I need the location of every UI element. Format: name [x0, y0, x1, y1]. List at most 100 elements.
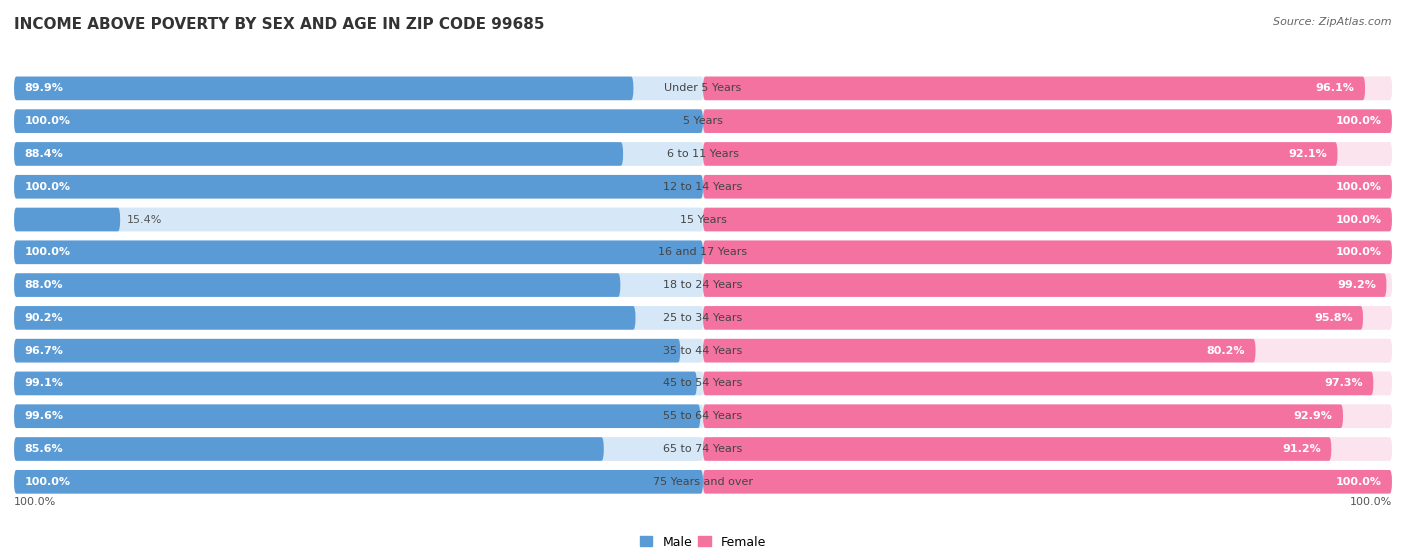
Text: 99.2%: 99.2% — [1337, 280, 1376, 290]
FancyBboxPatch shape — [703, 77, 1365, 100]
Text: 100.0%: 100.0% — [1336, 182, 1382, 192]
FancyBboxPatch shape — [14, 372, 1392, 395]
Text: 92.1%: 92.1% — [1288, 149, 1327, 159]
FancyBboxPatch shape — [14, 175, 703, 198]
FancyBboxPatch shape — [14, 142, 623, 166]
FancyBboxPatch shape — [703, 339, 1392, 362]
FancyBboxPatch shape — [14, 437, 703, 461]
Text: 12 to 14 Years: 12 to 14 Years — [664, 182, 742, 192]
FancyBboxPatch shape — [14, 404, 700, 428]
FancyBboxPatch shape — [14, 404, 703, 428]
Legend: Male, Female: Male, Female — [636, 530, 770, 553]
Text: 16 and 17 Years: 16 and 17 Years — [658, 247, 748, 257]
FancyBboxPatch shape — [14, 372, 703, 395]
Text: 18 to 24 Years: 18 to 24 Years — [664, 280, 742, 290]
Text: 100.0%: 100.0% — [24, 477, 70, 487]
FancyBboxPatch shape — [703, 175, 1392, 198]
FancyBboxPatch shape — [703, 175, 1392, 198]
FancyBboxPatch shape — [14, 470, 703, 494]
FancyBboxPatch shape — [14, 339, 1392, 362]
FancyBboxPatch shape — [14, 273, 703, 297]
FancyBboxPatch shape — [703, 77, 1392, 100]
FancyBboxPatch shape — [14, 110, 1392, 133]
FancyBboxPatch shape — [703, 110, 1392, 133]
FancyBboxPatch shape — [703, 437, 1331, 461]
FancyBboxPatch shape — [703, 306, 1392, 330]
Text: 99.1%: 99.1% — [24, 378, 63, 389]
Text: 5 Years: 5 Years — [683, 116, 723, 126]
Text: 88.4%: 88.4% — [24, 149, 63, 159]
FancyBboxPatch shape — [14, 273, 1392, 297]
Text: 25 to 34 Years: 25 to 34 Years — [664, 313, 742, 323]
Text: 100.0%: 100.0% — [14, 497, 56, 507]
FancyBboxPatch shape — [14, 404, 1392, 428]
Text: 96.7%: 96.7% — [24, 345, 63, 356]
Text: 45 to 54 Years: 45 to 54 Years — [664, 378, 742, 389]
Text: 100.0%: 100.0% — [1336, 215, 1382, 225]
FancyBboxPatch shape — [703, 142, 1337, 166]
Text: 35 to 44 Years: 35 to 44 Years — [664, 345, 742, 356]
FancyBboxPatch shape — [14, 306, 636, 330]
FancyBboxPatch shape — [703, 240, 1392, 264]
Text: 100.0%: 100.0% — [24, 247, 70, 257]
FancyBboxPatch shape — [703, 208, 1392, 231]
FancyBboxPatch shape — [14, 175, 1392, 198]
FancyBboxPatch shape — [14, 240, 1392, 264]
FancyBboxPatch shape — [703, 404, 1343, 428]
FancyBboxPatch shape — [703, 273, 1386, 297]
Text: Source: ZipAtlas.com: Source: ZipAtlas.com — [1274, 17, 1392, 27]
FancyBboxPatch shape — [14, 240, 703, 264]
Text: 85.6%: 85.6% — [24, 444, 63, 454]
FancyBboxPatch shape — [14, 437, 603, 461]
FancyBboxPatch shape — [14, 470, 1392, 494]
FancyBboxPatch shape — [14, 77, 634, 100]
FancyBboxPatch shape — [14, 208, 703, 231]
Text: 96.1%: 96.1% — [1316, 83, 1355, 93]
Text: 100.0%: 100.0% — [1336, 247, 1382, 257]
FancyBboxPatch shape — [14, 273, 620, 297]
Text: 6 to 11 Years: 6 to 11 Years — [666, 149, 740, 159]
FancyBboxPatch shape — [703, 372, 1392, 395]
FancyBboxPatch shape — [703, 404, 1392, 428]
FancyBboxPatch shape — [14, 208, 120, 231]
Text: INCOME ABOVE POVERTY BY SEX AND AGE IN ZIP CODE 99685: INCOME ABOVE POVERTY BY SEX AND AGE IN Z… — [14, 17, 544, 32]
FancyBboxPatch shape — [14, 240, 703, 264]
Text: 97.3%: 97.3% — [1324, 378, 1362, 389]
FancyBboxPatch shape — [14, 306, 703, 330]
FancyBboxPatch shape — [703, 306, 1362, 330]
Text: 99.6%: 99.6% — [24, 411, 63, 421]
FancyBboxPatch shape — [14, 110, 703, 133]
FancyBboxPatch shape — [703, 372, 1374, 395]
FancyBboxPatch shape — [14, 175, 703, 198]
Text: 75 Years and over: 75 Years and over — [652, 477, 754, 487]
Text: 100.0%: 100.0% — [24, 116, 70, 126]
FancyBboxPatch shape — [703, 110, 1392, 133]
FancyBboxPatch shape — [703, 142, 1392, 166]
Text: 88.0%: 88.0% — [24, 280, 63, 290]
Text: 55 to 64 Years: 55 to 64 Years — [664, 411, 742, 421]
Text: 100.0%: 100.0% — [1336, 116, 1382, 126]
Text: 95.8%: 95.8% — [1315, 313, 1353, 323]
FancyBboxPatch shape — [14, 470, 703, 494]
FancyBboxPatch shape — [14, 142, 1392, 166]
FancyBboxPatch shape — [703, 208, 1392, 231]
Text: 100.0%: 100.0% — [1336, 477, 1382, 487]
Text: 92.9%: 92.9% — [1294, 411, 1333, 421]
FancyBboxPatch shape — [703, 437, 1392, 461]
Text: 65 to 74 Years: 65 to 74 Years — [664, 444, 742, 454]
FancyBboxPatch shape — [14, 372, 697, 395]
Text: 15.4%: 15.4% — [127, 215, 163, 225]
FancyBboxPatch shape — [14, 339, 681, 362]
FancyBboxPatch shape — [14, 77, 1392, 100]
FancyBboxPatch shape — [14, 142, 703, 166]
Text: 100.0%: 100.0% — [1350, 497, 1392, 507]
Text: 90.2%: 90.2% — [24, 313, 63, 323]
FancyBboxPatch shape — [703, 273, 1392, 297]
FancyBboxPatch shape — [703, 240, 1392, 264]
FancyBboxPatch shape — [703, 339, 1256, 362]
FancyBboxPatch shape — [14, 208, 1392, 231]
FancyBboxPatch shape — [703, 470, 1392, 494]
Text: 15 Years: 15 Years — [679, 215, 727, 225]
FancyBboxPatch shape — [703, 470, 1392, 494]
Text: 89.9%: 89.9% — [24, 83, 63, 93]
